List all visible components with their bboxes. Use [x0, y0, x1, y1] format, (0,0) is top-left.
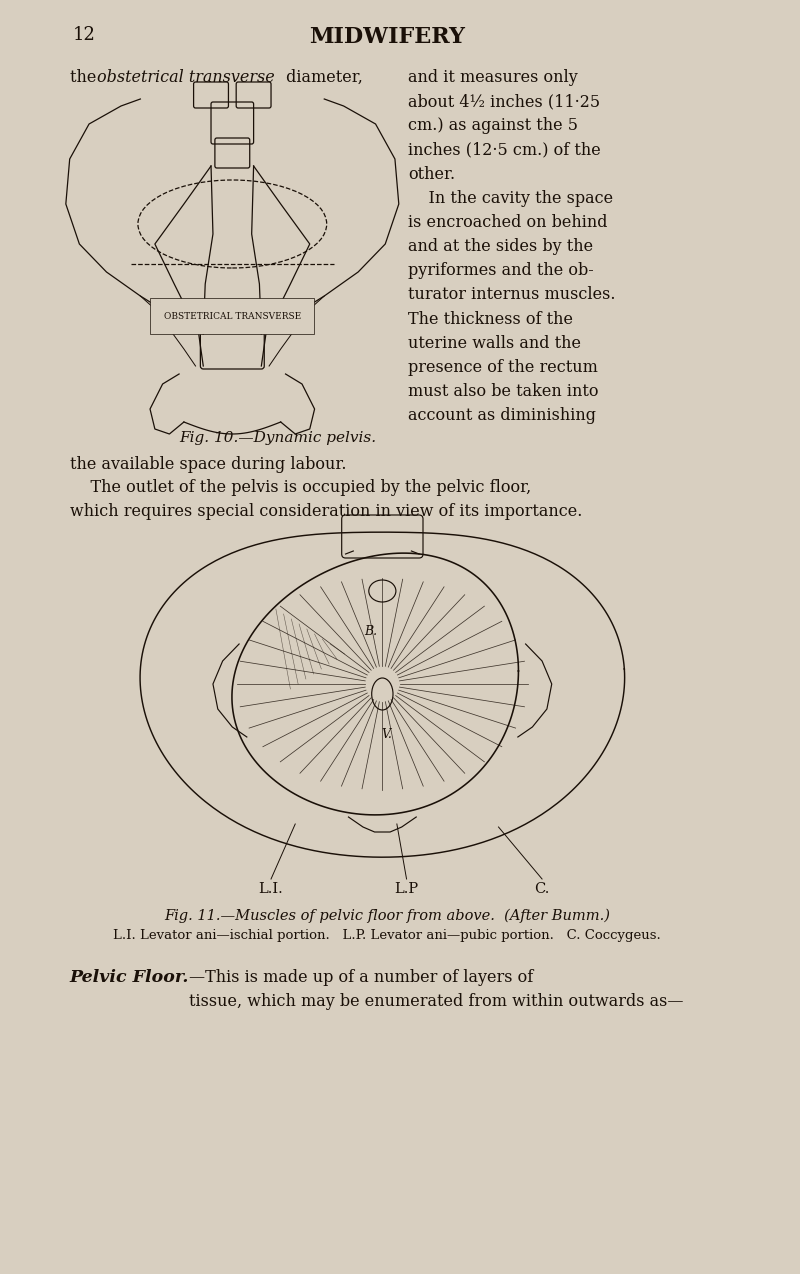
- Text: the available space during labour.: the available space during labour.: [70, 456, 346, 473]
- Text: L.I. Levator ani—ischial portion.   L.P. Levator ani—pubic portion.   C. Coccyge: L.I. Levator ani—ischial portion. L.P. L…: [114, 929, 661, 941]
- Text: L.I.: L.I.: [258, 882, 283, 896]
- Text: B.: B.: [364, 624, 378, 637]
- Text: The outlet of the pelvis is occupied by the pelvic floor,
which requires special: The outlet of the pelvis is occupied by …: [70, 479, 582, 520]
- Text: L.P: L.P: [394, 882, 418, 896]
- Text: obstetrical transverse: obstetrical transverse: [97, 69, 274, 87]
- Text: C.: C.: [534, 882, 550, 896]
- Text: Pelvic Floor.: Pelvic Floor.: [70, 970, 189, 986]
- Text: diameter,: diameter,: [281, 69, 362, 87]
- Text: the: the: [70, 69, 101, 87]
- Text: Fig. 10.—Dynamic pelvis.: Fig. 10.—Dynamic pelvis.: [179, 431, 376, 445]
- Text: Fig. 11.—Muscles of pelvic floor from above.  (After Bumm.): Fig. 11.—Muscles of pelvic floor from ab…: [164, 910, 610, 924]
- Text: and it measures only
about 4½ inches (11·25
cm.) as against the 5
inches (12·5 c: and it measures only about 4½ inches (11…: [409, 69, 616, 424]
- Text: —This is made up of a number of layers of
tissue, which may be enumerated from w: —This is made up of a number of layers o…: [189, 970, 683, 1010]
- Text: V.: V.: [382, 727, 393, 740]
- Text: 12: 12: [73, 25, 95, 45]
- Text: OBSTETRICAL TRANSVERSE: OBSTETRICAL TRANSVERSE: [164, 312, 301, 321]
- Text: MIDWIFERY: MIDWIFERY: [310, 25, 465, 48]
